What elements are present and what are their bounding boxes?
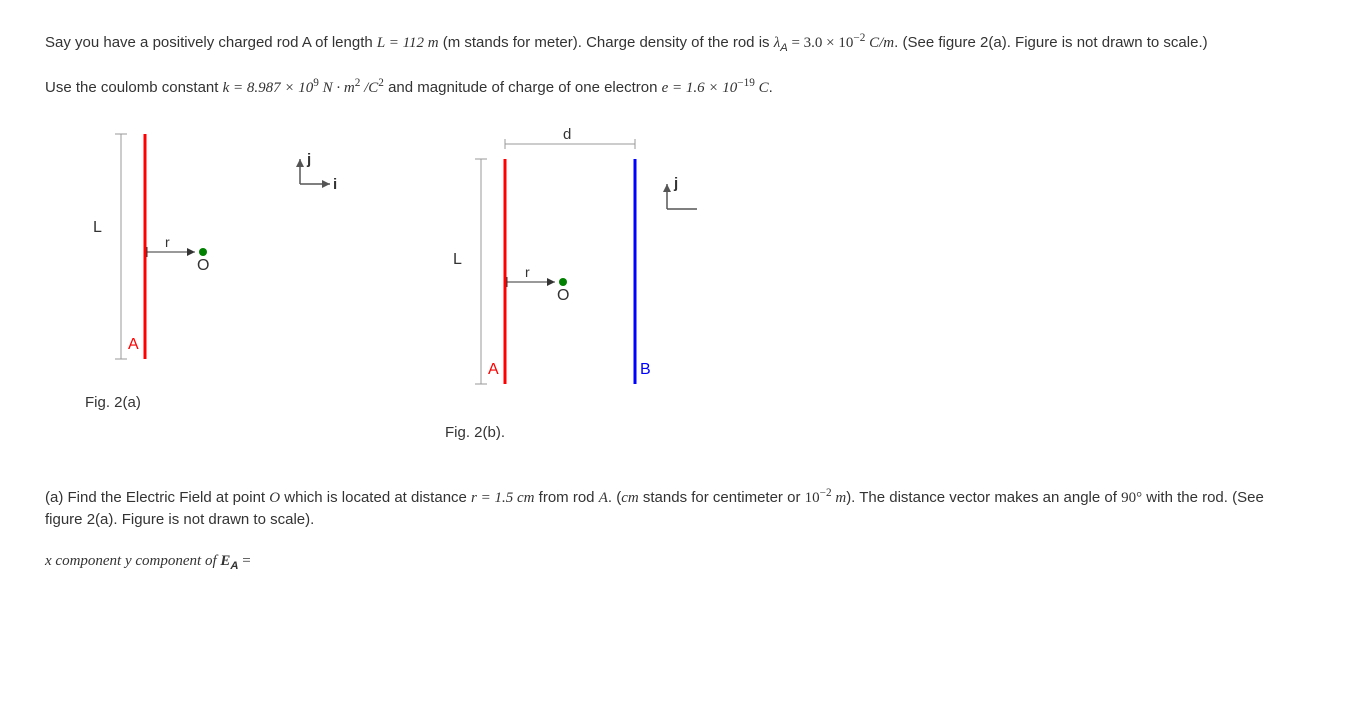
label-i: i <box>333 176 337 193</box>
label-A: A <box>128 336 139 353</box>
pa-text: which is located at distance <box>280 489 471 506</box>
pa-cm: cm <box>621 490 639 506</box>
figures-container: L A r O j i Fig. 2(a) <box>75 124 1303 445</box>
pa-r: r = 1.5 cm <box>471 490 534 506</box>
intro-text: and magnitude of charge of one electron <box>384 79 662 96</box>
label-r: r <box>165 234 170 250</box>
lambda-exp: −2 <box>853 32 865 44</box>
pa-expbase: 10 <box>805 490 820 506</box>
intro-text: (m stands for meter). Charge density of … <box>439 34 774 51</box>
pa-text: (a) Find the Electric Field at point <box>45 489 269 506</box>
label-r: r <box>525 264 530 280</box>
k-equation: k = 8.987 × 10 <box>223 80 314 96</box>
label-A: A <box>488 361 499 378</box>
pa-unit: m <box>832 490 847 506</box>
intro-text: Use the coulomb constant <box>45 79 223 96</box>
intro-text: . (See figure 2(a). Figure is not drawn … <box>894 34 1207 51</box>
e-exp: −19 <box>737 77 755 89</box>
label-O: O <box>557 287 569 304</box>
label-d: d <box>563 126 571 143</box>
e-equation: e = 1.6 × 10 <box>662 80 738 96</box>
pa-angle: 90° <box>1121 490 1142 506</box>
problem-intro-2: Use the coulomb constant k = 8.987 × 109… <box>45 75 1303 100</box>
intro-text: . <box>769 79 773 96</box>
pa-EA-sub: A <box>230 560 238 572</box>
label-j: j <box>673 175 678 192</box>
label-B: B <box>640 361 651 378</box>
part-a-text: (a) Find the Electric Field at point O w… <box>45 485 1303 532</box>
pa-A: A <box>599 490 608 506</box>
pa-EA: E <box>220 553 230 569</box>
label-O: O <box>197 257 209 274</box>
pa-exp: −2 <box>820 487 832 499</box>
label-L: L <box>453 251 462 268</box>
figure-2b: d L A B r O j Fig. 2(b). <box>435 124 755 445</box>
e-unit: C <box>755 80 769 96</box>
fig2b-svg: d L A B r O j <box>435 124 755 414</box>
lambda-sub: A <box>780 42 788 54</box>
L-equation: L = 112 m <box>377 35 439 51</box>
lambda-val: = 3.0 × 10 <box>788 35 854 51</box>
problem-intro-1: Say you have a positively charged rod A … <box>45 30 1303 57</box>
pa-O: O <box>269 490 280 506</box>
pa-text: . ( <box>608 489 621 506</box>
fig2a-svg: L A r O j i <box>75 124 355 384</box>
pa-comp: x component y component of <box>45 553 220 569</box>
k-unit-mid: /C <box>360 80 378 96</box>
k-unit: N · m <box>319 80 355 96</box>
pa-text: from rod <box>535 489 599 506</box>
intro-text: Say you have a positively charged rod A … <box>45 34 377 51</box>
pa-text: stands for centimeter or <box>639 489 805 506</box>
figure-2a: L A r O j i Fig. 2(a) <box>75 124 355 445</box>
part-a-components: x component y component of EA = <box>45 550 1303 575</box>
pa-equals: = <box>239 553 251 569</box>
pa-text: ). The distance vector makes an angle of <box>846 489 1121 506</box>
fig2a-caption: Fig. 2(a) <box>85 392 141 415</box>
fig2b-caption: Fig. 2(b). <box>445 422 505 445</box>
label-j: j <box>306 151 311 168</box>
label-L: L <box>93 219 102 236</box>
lambda-unit: C/m <box>865 35 894 51</box>
